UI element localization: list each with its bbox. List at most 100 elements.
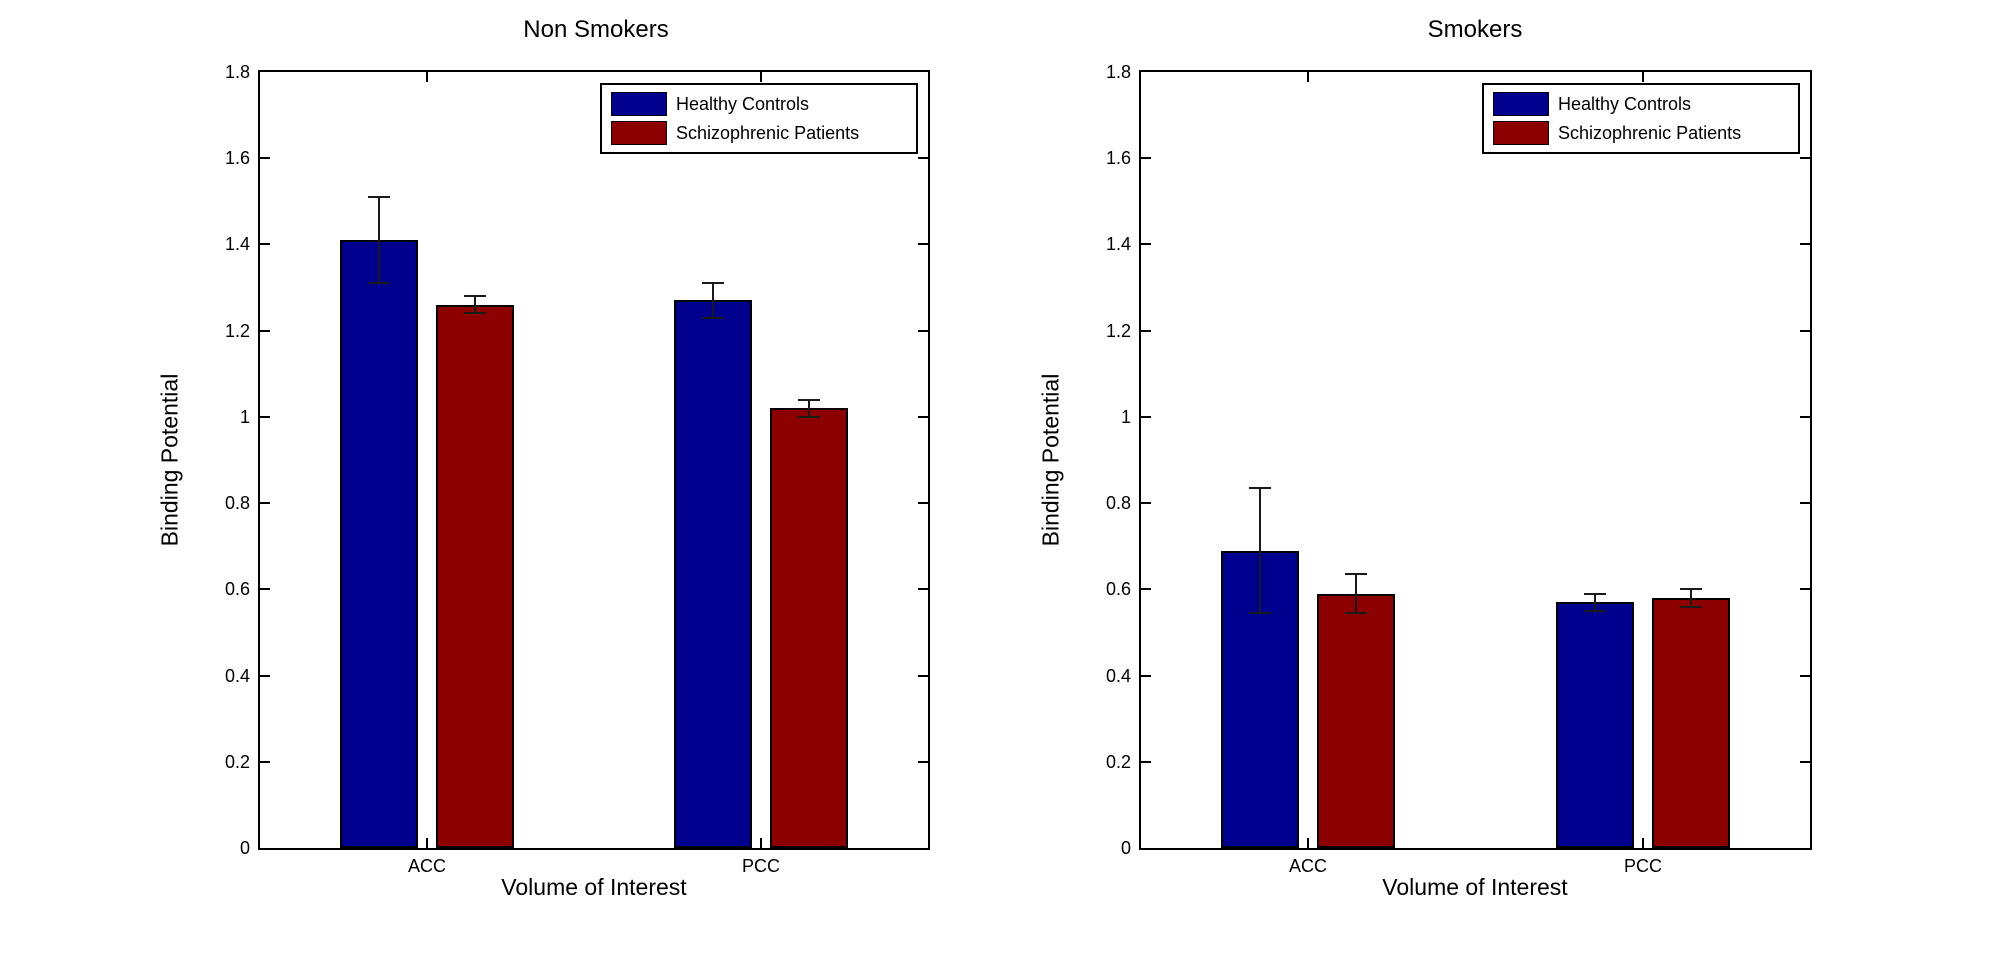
error-bar-cap — [1345, 612, 1367, 614]
legend-swatch-healthy-controls — [1493, 92, 1549, 116]
chart-title: Smokers — [1427, 16, 1523, 43]
error-bar-cap — [464, 295, 486, 297]
y-tick-right — [918, 502, 928, 504]
bar-schizophrenic-patients-pcc — [1652, 598, 1730, 848]
y-tick-left — [260, 588, 270, 590]
x-tick-top — [1307, 72, 1309, 82]
y-tick-label: 1.2 — [224, 321, 250, 341]
y-tick-right — [1800, 502, 1810, 504]
error-bar-line — [1355, 574, 1357, 613]
bar-healthy-controls-acc — [340, 240, 418, 848]
y-tick-left — [260, 761, 270, 763]
y-tick-label: 1.6 — [1105, 148, 1131, 168]
y-tick-right — [918, 416, 928, 418]
y-tick-left — [1141, 761, 1151, 763]
error-bar-cap — [464, 312, 486, 314]
legend-item-schizophrenic-patients: Schizophrenic Patients — [611, 121, 907, 145]
y-tick-label: 0.6 — [1105, 579, 1131, 599]
bar-healthy-controls-pcc — [674, 300, 752, 848]
category-label-acc: ACC — [407, 856, 447, 876]
category-label-pcc: PCC — [1623, 856, 1663, 876]
error-bar-cap — [702, 317, 724, 319]
y-tick-left — [260, 502, 270, 504]
y-tick-label: 0 — [239, 838, 250, 858]
y-axis-label: Binding Potential — [1037, 373, 1064, 547]
y-tick-left — [260, 416, 270, 418]
y-tick-left — [260, 330, 270, 332]
error-bar-line — [378, 197, 380, 283]
error-bar-line — [1690, 589, 1692, 607]
bar-schizophrenic-patients-acc — [1317, 594, 1395, 848]
error-bar-line — [1594, 594, 1596, 611]
legend-item-healthy-controls: Healthy Controls — [611, 92, 907, 116]
y-tick-label: 1 — [239, 407, 250, 427]
y-tick-right — [918, 588, 928, 590]
bar-schizophrenic-patients-pcc — [770, 408, 848, 848]
y-tick-label: 0 — [1120, 838, 1131, 858]
x-tick-top — [1642, 72, 1644, 82]
legend: Healthy Controls Schizophrenic Patients — [600, 83, 918, 154]
y-tick-right — [918, 157, 928, 159]
legend-label-schizophrenic-patients: Schizophrenic Patients — [1558, 122, 1742, 143]
y-tick-right — [918, 330, 928, 332]
plot-area: Healthy Controls Schizophrenic Patients … — [1106, 63, 1812, 876]
y-axis-label: Binding Potential — [156, 373, 183, 547]
y-tick-right — [1800, 416, 1810, 418]
y-tick-right — [1800, 675, 1810, 677]
x-tick-bottom — [426, 838, 428, 848]
error-bar-cap — [1680, 588, 1702, 590]
error-bar-cap — [368, 282, 390, 284]
plot-area: Healthy Controls Schizophrenic Patients … — [225, 63, 930, 876]
error-bar-line — [474, 296, 476, 313]
error-bar-cap — [1345, 573, 1367, 575]
y-tick-left — [1141, 243, 1151, 245]
y-tick-label: 1.2 — [1105, 321, 1131, 341]
y-tick-left — [260, 157, 270, 159]
y-tick-label: 0.8 — [1105, 493, 1131, 513]
category-label-pcc: PCC — [741, 856, 781, 876]
y-tick-left — [1141, 675, 1151, 677]
y-tick-right — [918, 243, 928, 245]
y-tick-right — [1800, 157, 1810, 159]
y-tick-left — [1141, 157, 1151, 159]
y-tick-right — [1800, 588, 1810, 590]
error-bar-cap — [1249, 487, 1271, 489]
legend-swatch-schizophrenic-patients — [611, 121, 667, 145]
category-label-acc: ACC — [1288, 856, 1328, 876]
error-bar-cap — [1584, 593, 1606, 595]
error-bar-cap — [702, 282, 724, 284]
x-tick-top — [426, 72, 428, 82]
bar-healthy-controls-pcc — [1556, 602, 1634, 848]
y-tick-label: 1 — [1120, 407, 1131, 427]
y-tick-right — [1800, 243, 1810, 245]
y-tick-label: 0.6 — [224, 579, 250, 599]
y-tick-right — [918, 675, 928, 677]
x-tick-bottom — [1642, 838, 1644, 848]
y-tick-left — [260, 243, 270, 245]
legend-label-healthy-controls: Healthy Controls — [676, 93, 810, 114]
y-tick-label: 0.2 — [1105, 752, 1131, 772]
legend-label-schizophrenic-patients: Schizophrenic Patients — [676, 122, 860, 143]
y-tick-label: 0.2 — [224, 752, 250, 772]
error-bar-cap — [798, 416, 820, 418]
y-tick-label: 0.4 — [1105, 666, 1131, 686]
error-bar-cap — [1680, 606, 1702, 608]
error-bar-cap — [798, 399, 820, 401]
legend-item-schizophrenic-patients: Schizophrenic Patients — [1493, 121, 1789, 145]
y-tick-left — [260, 675, 270, 677]
legend-item-healthy-controls: Healthy Controls — [1493, 92, 1789, 116]
error-bar-line — [1259, 488, 1261, 613]
y-tick-left — [1141, 416, 1151, 418]
y-tick-label: 0.8 — [224, 493, 250, 513]
y-tick-label: 1.4 — [224, 234, 250, 254]
chart-title: Non Smokers — [523, 16, 669, 43]
y-tick-right — [918, 761, 928, 763]
error-bar-line — [712, 283, 714, 318]
legend: Healthy Controls Schizophrenic Patients — [1482, 83, 1800, 154]
error-bar-cap — [1249, 612, 1271, 614]
y-tick-label: 0.4 — [224, 666, 250, 686]
error-bar-cap — [368, 196, 390, 198]
x-tick-top — [760, 72, 762, 82]
y-tick-left — [1141, 502, 1151, 504]
